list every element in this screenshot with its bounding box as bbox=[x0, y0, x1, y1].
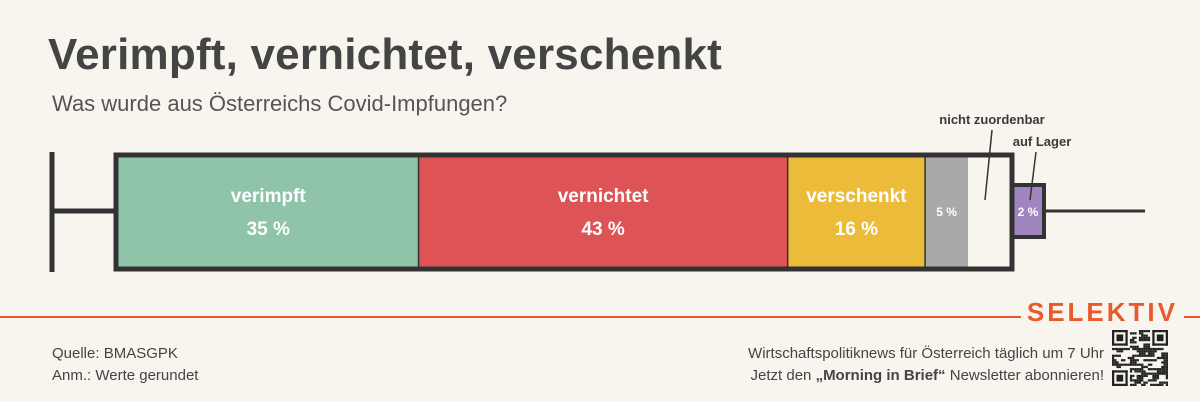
bar-segment-nicht-zuordenbar bbox=[925, 157, 968, 267]
barrel-outline bbox=[113, 152, 1015, 272]
promo-line-2-post: Newsletter abonnieren! bbox=[945, 367, 1104, 384]
bar-segment-auf-Lager bbox=[1014, 187, 1042, 235]
source-text: Quelle: BMASGPK bbox=[52, 345, 178, 362]
footer-promo: Wirtschaftspolitiknews für Österreich tä… bbox=[748, 343, 1104, 387]
chart-subtitle: Was wurde aus Österreichs Covid-Impfunge… bbox=[52, 91, 508, 116]
brand-logo: SELEKTIV bbox=[1020, 297, 1184, 328]
segment-value-label: 43 % bbox=[581, 219, 624, 240]
promo-line-2-bold: „Morning in Brief“ bbox=[815, 367, 946, 384]
leader-line bbox=[984, 129, 993, 201]
footer-divider bbox=[0, 316, 1200, 318]
bar-segment-verschenkt bbox=[787, 157, 926, 267]
footer-left: Quelle: BMASGPK Anm.: Werte gerundet bbox=[52, 343, 198, 387]
segment-category-label: verschenkt bbox=[806, 186, 907, 207]
segment-value-label: 16 % bbox=[835, 219, 878, 240]
segment-category-label: vernichtet bbox=[558, 186, 649, 207]
note-text: Anm.: Werte gerundet bbox=[52, 367, 199, 384]
promo-line-2-pre: Jetzt den bbox=[750, 367, 816, 384]
promo-line-2: Jetzt den „Morning in Brief“ Newsletter … bbox=[748, 365, 1104, 387]
segment-value-label: 35 % bbox=[247, 219, 290, 240]
bar-segment-vernichtet bbox=[418, 157, 788, 267]
leader-line bbox=[1029, 151, 1037, 201]
promo-line-1: Wirtschaftspolitiknews für Österreich tä… bbox=[748, 345, 1104, 362]
chart-title: Verimpft, vernichtet, verschenkt bbox=[48, 30, 722, 79]
segment-value-label: 5 % bbox=[936, 205, 957, 219]
external-category-label: auf Lager bbox=[1013, 134, 1072, 149]
bar-segment-verimpft bbox=[118, 157, 419, 267]
external-category-label: nicht zuordenbar bbox=[939, 112, 1044, 127]
segment-value-label: 2 % bbox=[1018, 205, 1039, 219]
segment-category-label: verimpft bbox=[231, 186, 307, 207]
qr-code-icon[interactable] bbox=[1112, 330, 1168, 386]
syringe-chart: verimpft 35 % vernichtet 43 % verschenkt 16 %… bbox=[49, 112, 1145, 272]
